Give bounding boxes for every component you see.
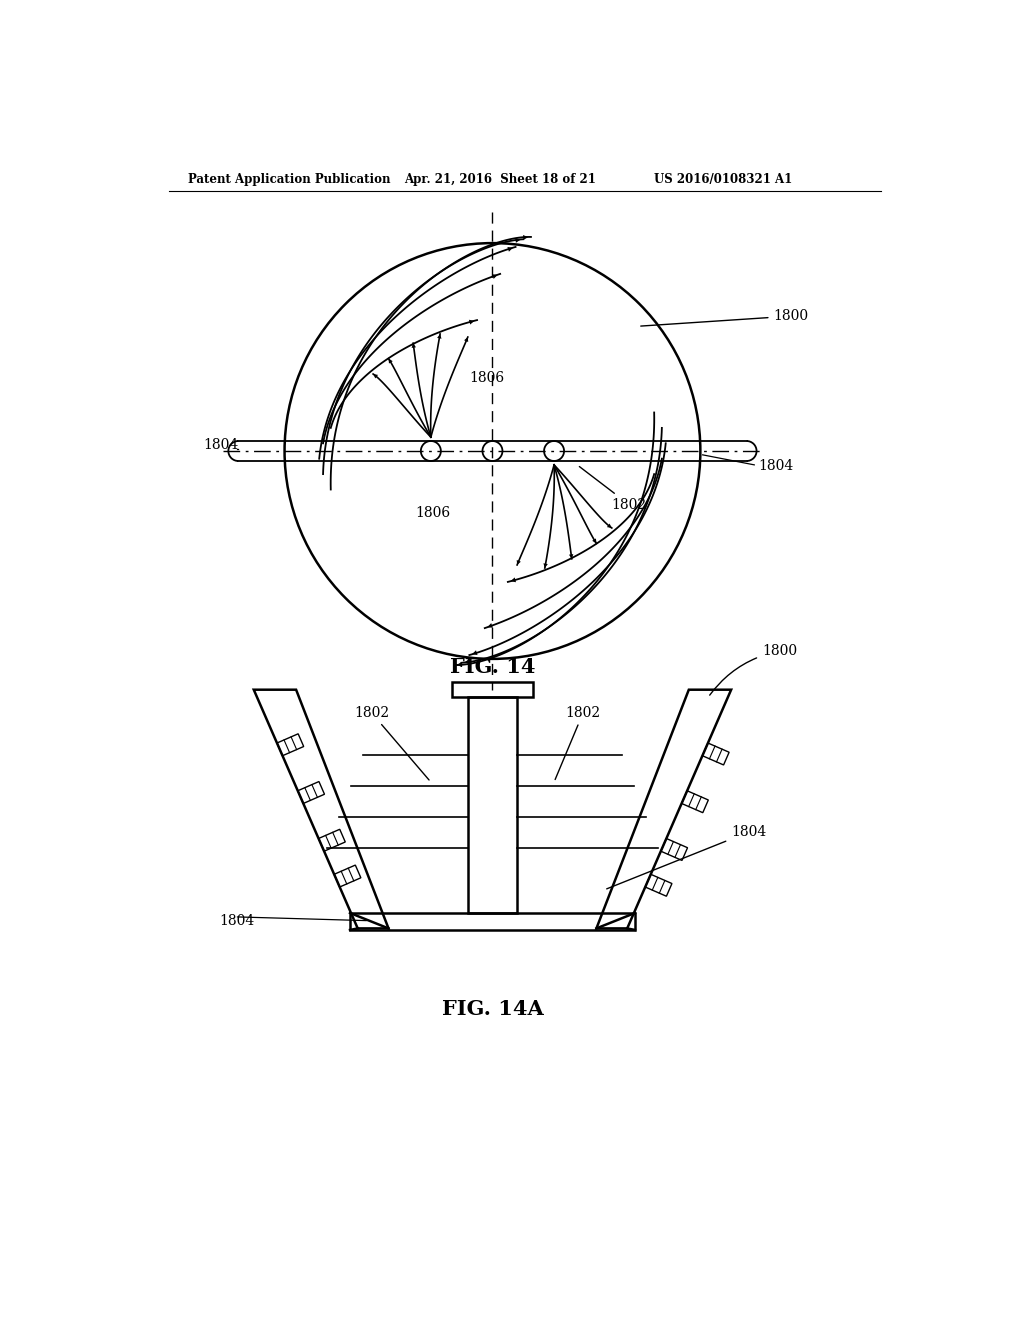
Text: 1804: 1804 (219, 913, 254, 928)
Text: 1804: 1804 (204, 438, 239, 451)
Text: 1800: 1800 (641, 309, 809, 326)
Text: 1802: 1802 (580, 466, 647, 512)
Text: Patent Application Publication: Patent Application Publication (188, 173, 391, 186)
Text: Apr. 21, 2016  Sheet 18 of 21: Apr. 21, 2016 Sheet 18 of 21 (403, 173, 596, 186)
Text: 1804: 1804 (606, 825, 766, 888)
Text: 1804: 1804 (758, 459, 794, 474)
Text: 1806: 1806 (469, 371, 505, 385)
Text: 1802: 1802 (354, 706, 429, 780)
Text: 1806: 1806 (416, 506, 451, 520)
Text: FIG. 14: FIG. 14 (450, 656, 536, 677)
Text: FIG. 14A: FIG. 14A (441, 999, 544, 1019)
Text: 1802: 1802 (555, 706, 601, 780)
Text: 1800: 1800 (710, 644, 797, 696)
Text: US 2016/0108321 A1: US 2016/0108321 A1 (654, 173, 793, 186)
